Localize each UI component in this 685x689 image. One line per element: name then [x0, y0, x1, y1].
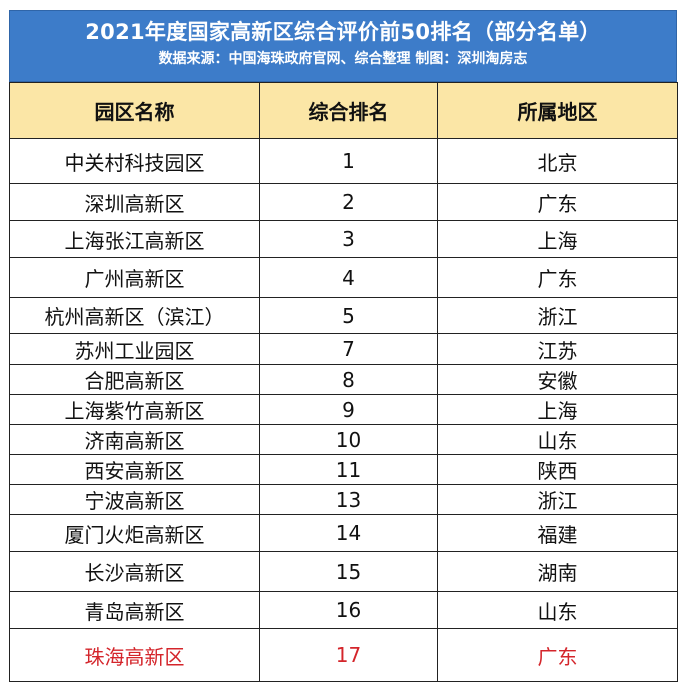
- ranking-table: 园区名称 综合排名 所属地区 中关村科技园区 1 北京 深圳高新区 2 广东 上…: [9, 82, 678, 682]
- rank-cell: 4: [259, 257, 438, 298]
- park-name-cell: 杭州高新区（滨江）: [9, 297, 260, 334]
- region-cell: 浙江: [437, 297, 678, 334]
- rank-cell: 16: [259, 591, 438, 629]
- table-row: 合肥高新区 8 安徽: [9, 364, 678, 395]
- table-row-highlighted: 珠海高新区 17 广东: [9, 628, 678, 682]
- rank-cell: 13: [259, 484, 438, 515]
- column-header-name: 园区名称: [9, 82, 260, 139]
- park-name-cell: 合肥高新区: [9, 364, 260, 395]
- table-row: 深圳高新区 2 广东: [9, 183, 678, 221]
- table-row: 西安高新区 11 陕西: [9, 454, 678, 485]
- source-credit: 数据来源：中国海珠政府官网、综合整理 制图：深圳淘房志: [158, 51, 528, 67]
- park-name-cell: 青岛高新区: [9, 591, 260, 629]
- column-header-region: 所属地区: [437, 82, 678, 139]
- region-cell: 安徽: [437, 364, 678, 395]
- column-header-rank: 综合排名: [259, 82, 438, 139]
- table-row: 青岛高新区 16 山东: [9, 591, 678, 629]
- rank-cell: 5: [259, 297, 438, 334]
- region-cell: 北京: [437, 138, 678, 184]
- title-banner: 2021年度国家高新区综合评价前50排名（部分名单） 数据来源：中国海珠政府官网…: [9, 10, 677, 82]
- park-name-cell: 苏州工业园区: [9, 333, 260, 365]
- park-name-cell: 上海张江高新区: [9, 220, 260, 258]
- table-row: 厦门火炬高新区 14 福建: [9, 514, 678, 552]
- region-cell: 山东: [437, 591, 678, 629]
- rank-cell: 14: [259, 514, 438, 552]
- rank-cell: 11: [259, 454, 438, 485]
- region-cell: 上海: [437, 394, 678, 425]
- rank-cell: 1: [259, 138, 438, 184]
- table-row: 苏州工业园区 7 江苏: [9, 333, 678, 365]
- park-name-cell: 长沙高新区: [9, 551, 260, 592]
- park-name-cell: 上海紫竹高新区: [9, 394, 260, 425]
- table-row: 济南高新区 10 山东: [9, 424, 678, 455]
- region-cell: 浙江: [437, 484, 678, 515]
- region-cell: 上海: [437, 220, 678, 258]
- region-cell: 江苏: [437, 333, 678, 365]
- region-cell: 山东: [437, 424, 678, 455]
- park-name-cell: 广州高新区: [9, 257, 260, 298]
- rank-cell: 9: [259, 394, 438, 425]
- rank-cell: 17: [259, 628, 438, 682]
- rank-cell: 15: [259, 551, 438, 592]
- park-name-cell: 深圳高新区: [9, 183, 260, 221]
- page-title: 2021年度国家高新区综合评价前50排名（部分名单）: [85, 20, 601, 44]
- region-cell: 湖南: [437, 551, 678, 592]
- region-cell: 陕西: [437, 454, 678, 485]
- table-row: 中关村科技园区 1 北京: [9, 138, 678, 184]
- rank-cell: 8: [259, 364, 438, 395]
- park-name-cell: 宁波高新区: [9, 484, 260, 515]
- table-row: 杭州高新区（滨江） 5 浙江: [9, 297, 678, 334]
- rank-cell: 3: [259, 220, 438, 258]
- park-name-cell: 珠海高新区: [9, 628, 260, 682]
- table-header-row: 园区名称 综合排名 所属地区: [9, 82, 678, 139]
- park-name-cell: 中关村科技园区: [9, 138, 260, 184]
- region-cell: 广东: [437, 183, 678, 221]
- table-row: 广州高新区 4 广东: [9, 257, 678, 298]
- table-row: 长沙高新区 15 湖南: [9, 551, 678, 592]
- table-row: 上海张江高新区 3 上海: [9, 220, 678, 258]
- rank-cell: 2: [259, 183, 438, 221]
- park-name-cell: 西安高新区: [9, 454, 260, 485]
- park-name-cell: 厦门火炬高新区: [9, 514, 260, 552]
- region-cell: 广东: [437, 257, 678, 298]
- park-name-cell: 济南高新区: [9, 424, 260, 455]
- rank-cell: 7: [259, 333, 438, 365]
- table-row: 宁波高新区 13 浙江: [9, 484, 678, 515]
- region-cell: 广东: [437, 628, 678, 682]
- rank-cell: 10: [259, 424, 438, 455]
- table-row: 上海紫竹高新区 9 上海: [9, 394, 678, 425]
- region-cell: 福建: [437, 514, 678, 552]
